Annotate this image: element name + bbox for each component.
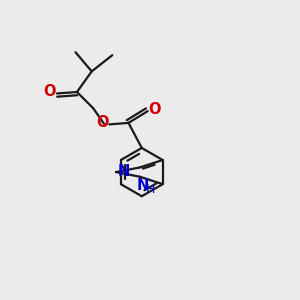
Text: O: O — [148, 103, 161, 118]
Text: O: O — [96, 116, 109, 130]
Text: N: N — [118, 164, 130, 179]
Text: N: N — [136, 178, 149, 193]
Text: O: O — [44, 85, 56, 100]
Text: H: H — [145, 183, 155, 196]
